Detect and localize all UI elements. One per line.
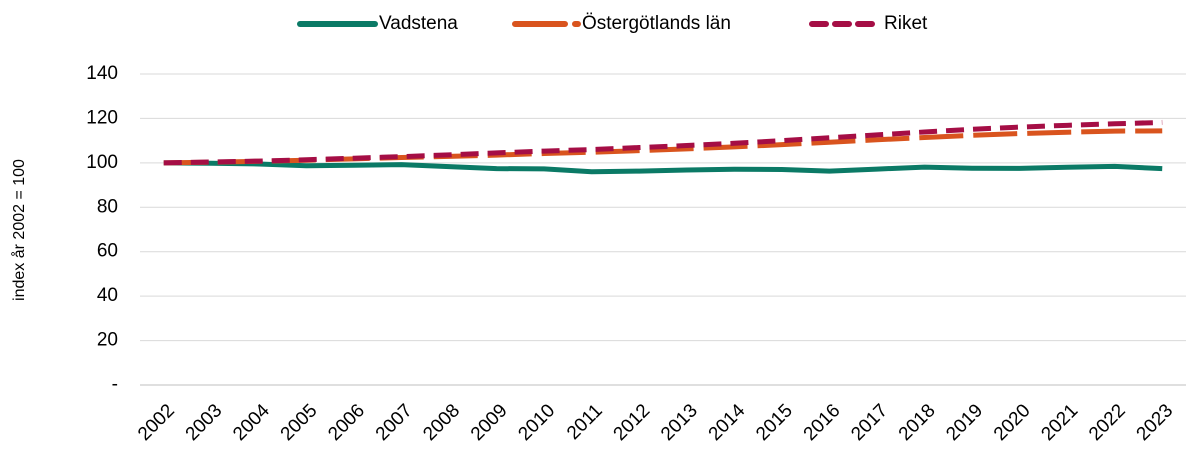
x-tick-label: 2008	[419, 400, 464, 445]
x-tick-label: 2011	[563, 400, 607, 444]
y-tick-label: 100	[86, 152, 118, 173]
x-tick-label: 2013	[657, 400, 702, 445]
x-tick-label: 2002	[134, 400, 179, 445]
x-tick-label: 2017	[847, 400, 892, 445]
x-tick-label: 2016	[800, 400, 845, 445]
y-tick-label: 40	[97, 285, 118, 306]
x-tick-label: 2018	[895, 400, 940, 445]
x-tick-label: 2003	[182, 400, 227, 445]
series-line	[163, 119, 1163, 166]
y-tick-label: 140	[86, 63, 118, 84]
x-tick-label: 2005	[277, 400, 322, 445]
y-tick-label: 60	[97, 241, 118, 262]
legend-label: Riket	[884, 13, 928, 34]
x-tick-label: 2004	[229, 400, 274, 445]
x-tick-label: 2022	[1085, 400, 1130, 445]
legend-label: Vadstena	[379, 13, 458, 34]
x-tick-label: 2019	[942, 400, 987, 445]
y-tick-label: 80	[97, 196, 118, 217]
x-tick-label: 2010	[514, 400, 559, 445]
x-tick-label: 2012	[610, 400, 655, 445]
x-tick-label: 2014	[705, 400, 750, 445]
x-tick-label: 2009	[467, 400, 512, 445]
x-tick-label: 2023	[1133, 400, 1178, 445]
legend-label: Östergötlands län	[582, 13, 731, 34]
x-tick-label: 2015	[752, 400, 797, 445]
x-tick-label: 2021	[1037, 400, 1082, 445]
x-tick-label: 2006	[324, 400, 369, 445]
y-tick-label: 20	[97, 330, 118, 351]
y-axis-label: index år 2002 = 100	[10, 159, 28, 301]
x-tick-label: 2020	[990, 400, 1035, 445]
x-tick-label: 2007	[372, 400, 417, 445]
y-tick-label: 120	[86, 107, 118, 128]
y-tick-label: -	[112, 374, 118, 395]
series-line	[163, 160, 1163, 175]
